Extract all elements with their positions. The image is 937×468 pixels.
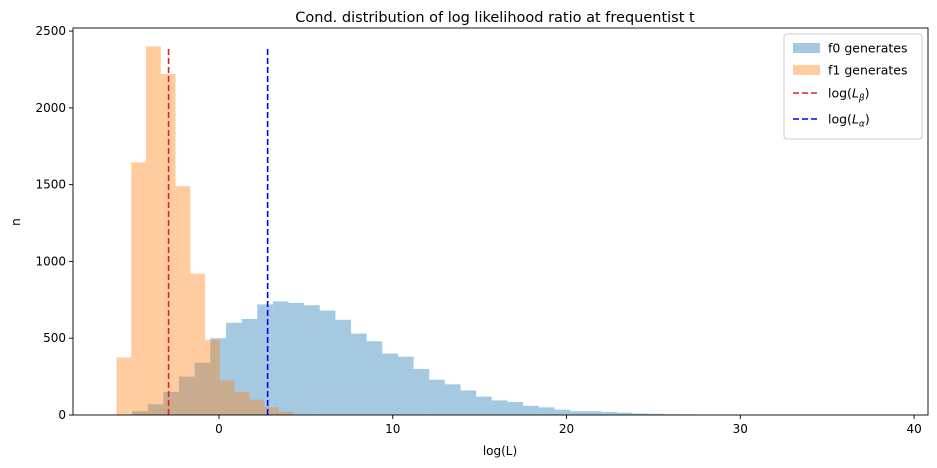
bar (179, 376, 195, 415)
bar (257, 304, 273, 415)
bar (554, 409, 571, 415)
y-tick-label: 2000 (35, 101, 66, 115)
bar (616, 412, 633, 415)
bar (366, 341, 383, 415)
bar (264, 407, 279, 415)
legend: f0 generates f1 generates log(Lβ) log(Lα) (783, 33, 923, 140)
bar (241, 319, 258, 415)
legend-swatch (793, 43, 820, 53)
bar (570, 411, 586, 415)
bar (523, 405, 539, 415)
y-tick-label: 1500 (35, 178, 66, 192)
bar (160, 74, 176, 416)
bar (585, 411, 602, 415)
plot-frame (72, 27, 929, 416)
x-axis: 0 10 20 30 40 (215, 415, 922, 436)
bar (147, 404, 164, 415)
bar (397, 356, 414, 415)
x-tick-label: 10 (385, 422, 400, 436)
bar (219, 380, 235, 415)
bar (272, 301, 289, 415)
series-f0 (132, 301, 758, 415)
legend-label: f0 generates (828, 41, 907, 56)
legend-box (783, 33, 923, 140)
bar (210, 338, 226, 415)
bar (413, 368, 430, 415)
bar (249, 399, 265, 415)
x-tick-label: 20 (559, 422, 574, 436)
bar (175, 186, 191, 415)
legend-label: log(Lα) (828, 112, 870, 130)
bar (131, 162, 146, 415)
bar (335, 319, 352, 415)
legend-label: log(Lβ) (828, 86, 870, 104)
bar (288, 302, 305, 415)
x-axis-label: log(L) (483, 444, 517, 458)
x-tick-label: 30 (733, 422, 748, 436)
bar (163, 391, 180, 415)
bar (632, 413, 649, 415)
bar (476, 396, 492, 415)
bar (116, 357, 132, 415)
bar (601, 411, 617, 415)
bar (460, 390, 477, 415)
bar (278, 411, 294, 415)
bar (190, 273, 206, 415)
vlines-layer (167, 46, 269, 415)
y-tick-label: 1000 (35, 254, 66, 268)
bar (304, 305, 320, 415)
bars-layer (116, 46, 758, 416)
bar (319, 310, 336, 415)
bar (382, 353, 398, 415)
y-axis: 0 500 1000 1500 2000 2500 (35, 24, 73, 422)
y-tick-label: 500 (43, 331, 66, 345)
bar (429, 379, 445, 415)
bar (194, 362, 211, 415)
bar (132, 411, 148, 415)
bar (491, 400, 508, 415)
bar (225, 322, 242, 415)
x-tick-label: 40 (906, 422, 921, 436)
bar (538, 407, 555, 415)
bar (205, 339, 220, 415)
bar (444, 384, 461, 415)
bar (648, 413, 664, 415)
bar (507, 401, 524, 415)
bar (145, 46, 161, 416)
y-axis-label: n (9, 218, 23, 226)
chart-title: Cond. distribution of log likelihood rat… (295, 10, 695, 26)
bar (234, 391, 250, 415)
bar (351, 333, 367, 415)
y-tick-label: 2500 (35, 24, 66, 38)
x-tick-label: 0 (215, 422, 223, 436)
legend-label: f1 generates (828, 63, 907, 78)
y-tick-label: 0 (58, 408, 66, 422)
series-f1 (116, 46, 294, 416)
legend-swatch (793, 65, 820, 75)
